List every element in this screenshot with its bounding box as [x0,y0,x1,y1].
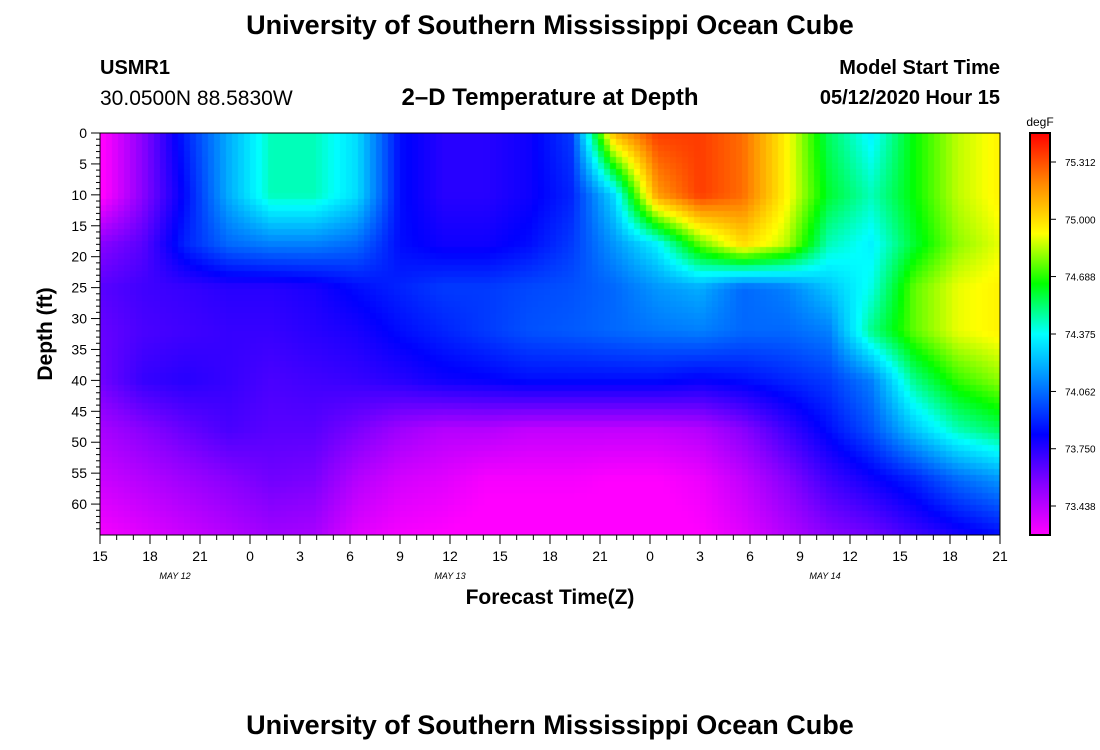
station-coordinates: 30.0500N 88.5830W [100,87,293,110]
y-tick-label: 20 [71,249,87,265]
x-tick-label: 9 [796,548,804,564]
colorbar-tick-label: 73.438 [1065,502,1096,513]
x-tick-label: 12 [442,548,458,564]
colorbar-ticks: 75.312 75.000 74.688 74.375 74.062 73.750 73.4… [1050,158,1096,513]
y-tick-label: 10 [71,187,87,203]
footer-title: University of Southern Mississippi Ocean… [246,710,854,740]
temperature-heatmap [100,133,1000,535]
chart-subtitle: 2–D Temperature at Depth [401,84,699,111]
date-labels: MAY 12 MAY 13 MAY 14 [159,571,840,581]
colorbar-unit: degF [1026,115,1053,129]
colorbar-tick-label: 74.062 [1065,387,1096,398]
x-axis: 15 18 21 0 3 6 9 12 15 18 21 0 3 6 9 12 15 18 21 [92,535,1008,564]
y-axis-title: Depth (ft) [34,287,57,380]
x-tick-label: 18 [142,548,158,564]
colorbar-tick-label: 74.688 [1065,273,1096,284]
y-tick-label: 15 [71,218,87,234]
date-label: MAY 14 [809,571,840,581]
y-tick-label: 35 [71,341,87,357]
x-tick-label: 9 [396,548,404,564]
y-tick-label: 50 [71,434,87,450]
x-tick-label: 15 [92,548,108,564]
colorbar-tick-label: 74.375 [1065,330,1096,341]
x-tick-label: 3 [696,548,704,564]
x-tick-label: 21 [992,548,1008,564]
x-tick-label: 18 [542,548,558,564]
x-axis-title: Forecast Time(Z) [466,586,635,609]
y-tick-label: 0 [79,125,87,141]
y-tick-label: 45 [71,403,87,419]
page-title: University of Southern Mississippi Ocean… [246,10,854,40]
colorbar [1029,132,1051,536]
model-start-label: Model Start Time [839,57,1000,79]
date-label: MAY 12 [159,571,190,581]
x-tick-label: 6 [346,548,354,564]
x-tick-label: 18 [942,548,958,564]
colorbar-tick-label: 73.750 [1065,445,1096,456]
y-tick-label: 30 [71,311,87,327]
y-tick-label: 55 [71,465,87,481]
x-tick-label: 0 [646,548,654,564]
station-id: USMR1 [100,57,171,79]
x-tick-label: 3 [296,548,304,564]
y-tick-label: 40 [71,372,87,388]
model-start-time: 05/12/2020 Hour 15 [819,87,1000,109]
x-tick-label: 21 [192,548,208,564]
y-tick-label: 60 [71,496,87,512]
x-tick-label: 6 [746,548,754,564]
y-tick-label: 5 [79,156,87,172]
colorbar-tick-label: 75.000 [1065,215,1096,226]
x-tick-label: 12 [842,548,858,564]
x-tick-label: 15 [892,548,908,564]
x-tick-label: 15 [492,548,508,564]
colorbar-tick-label: 75.312 [1065,158,1096,169]
x-tick-label: 0 [246,548,254,564]
date-label: MAY 13 [434,571,465,581]
x-tick-label: 21 [592,548,608,564]
y-axis: 0 5 10 15 20 25 30 35 40 45 50 55 60 [71,125,100,530]
y-tick-label: 25 [71,280,87,296]
